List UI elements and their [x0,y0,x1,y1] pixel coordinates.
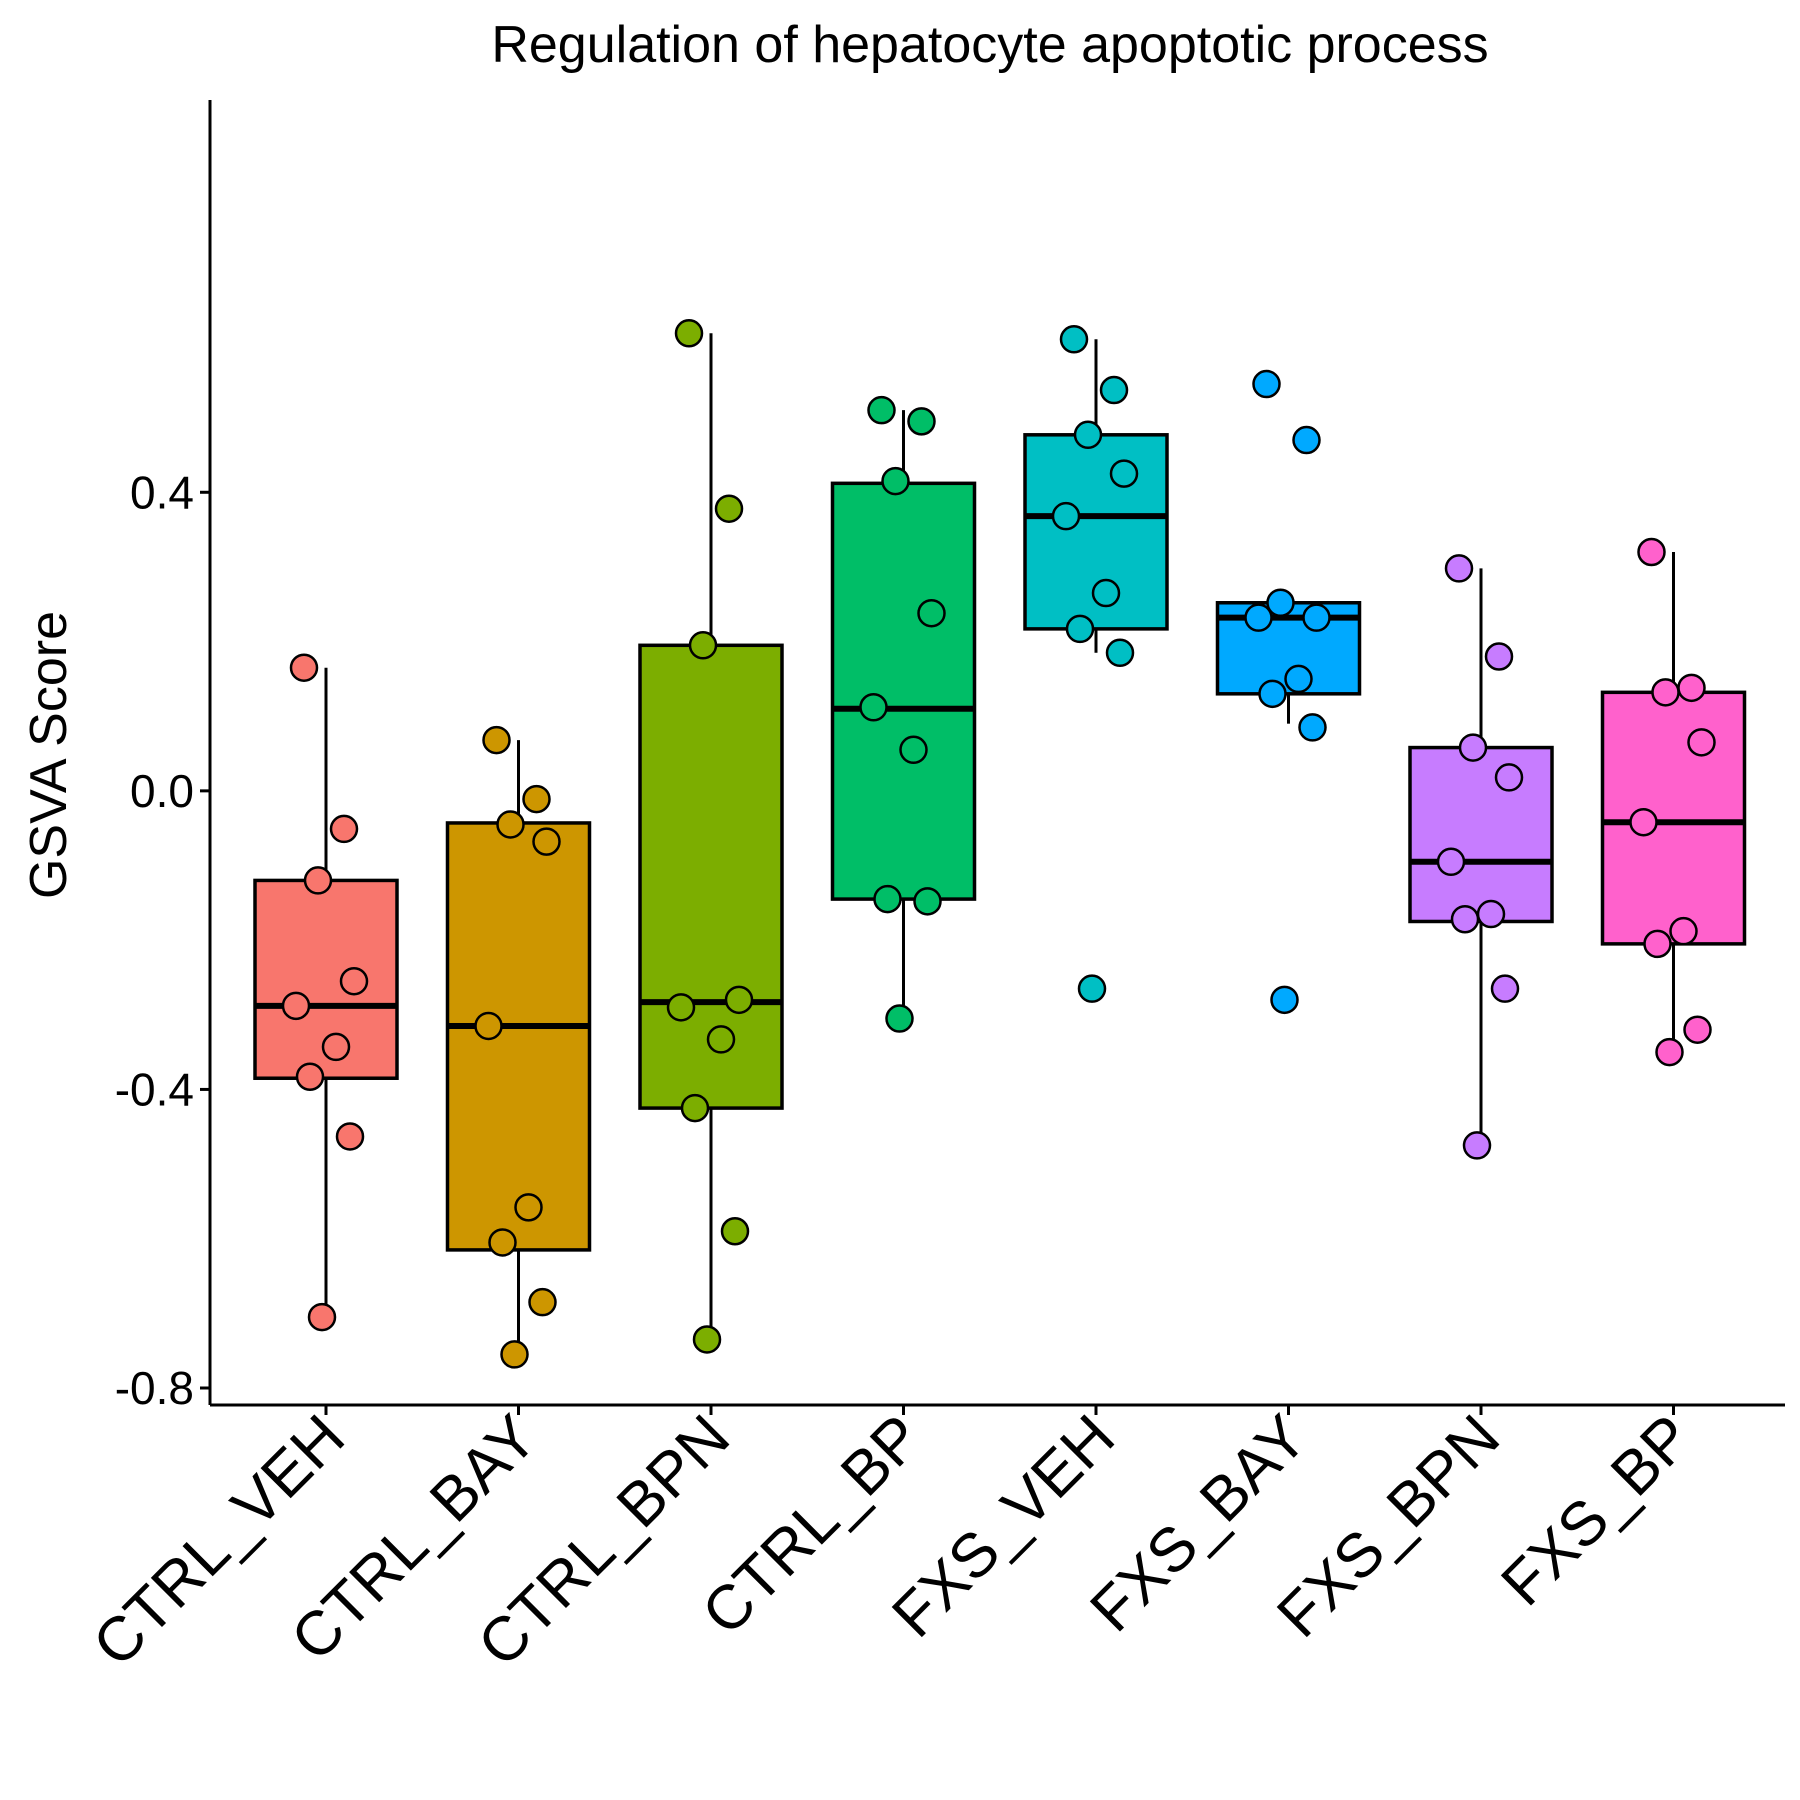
data-point [1444,554,1474,583]
box-group-fxs-bpn [1408,554,1554,1160]
data-point [1655,1037,1684,1067]
data-point [881,466,910,496]
data-point [1302,603,1331,632]
data-point [1091,578,1121,608]
data-point [1629,807,1658,837]
data-point [289,653,319,682]
data-point [1077,974,1107,1003]
data-point [724,985,754,1015]
chart-title: Regulation of hepatocyte apoptotic proce… [491,16,1488,74]
data-point [1494,763,1524,792]
data-point [1109,459,1139,488]
data-point [321,1032,351,1062]
data-point [500,1340,529,1369]
data-point [281,991,311,1021]
data-point [1458,733,1488,762]
data-point [295,1062,325,1091]
data-point [1270,985,1299,1015]
data-point [706,1025,736,1054]
data-point [514,1193,543,1222]
data-point [867,395,896,425]
data-point [528,1287,557,1317]
plot-area: -0.8-0.40.00.4CTRL_VEHCTRL_BAYCTRL_BPNCT… [80,100,1785,1680]
data-point [1677,673,1706,703]
data-point [1051,501,1081,531]
data-point [496,810,525,839]
box-group-fxs-bay [1215,369,1362,1015]
data-point [307,1302,337,1332]
data-point [1258,679,1287,709]
data-point [714,494,744,523]
data-point [917,598,946,628]
box [445,821,592,1252]
y-tick-label: 0.4 [130,466,194,518]
data-point [680,1093,710,1123]
data-point [1284,664,1313,694]
data-point [1683,1015,1712,1044]
box-group-ctrl-bpn [638,319,784,1354]
data-point [474,1011,503,1041]
data-point [303,866,333,895]
data-point [522,784,551,814]
y-tick-label: 0.0 [130,765,194,817]
data-point [873,884,902,914]
y-axis-title: GSVA Score [20,611,78,899]
box-group-ctrl-veh [253,653,399,1332]
data-point [488,1228,517,1257]
data-point [688,631,718,660]
data-point [1669,916,1698,946]
data-point [1059,325,1089,354]
data-point [1099,375,1129,405]
data-point [1490,974,1520,1003]
x-tick-label: FXS_BP [1488,1402,1705,1619]
box-group-ctrl-bay [445,725,592,1369]
data-point [1637,537,1666,567]
data-point [692,1325,722,1354]
data-point [1687,728,1716,757]
data-point [899,735,928,765]
data-point [1065,614,1095,644]
data-point [1462,1131,1492,1160]
data-point [1436,847,1466,877]
data-point [666,993,696,1022]
data-point [720,1217,750,1246]
data-point [1476,899,1506,929]
data-point [1298,713,1327,742]
data-point [913,887,942,916]
box [1600,690,1747,946]
data-point [1651,678,1680,707]
data-point [482,725,511,755]
box-group-fxs-bp [1600,537,1747,1067]
data-point [1292,425,1321,455]
data-point [1105,638,1135,668]
box [830,481,977,901]
data-point [885,1004,914,1033]
data-point [1266,588,1295,618]
box-group-fxs-veh [1023,325,1169,1003]
data-point [907,407,936,436]
data-point [674,319,704,348]
data-point [335,1122,365,1151]
y-tick-label: -0.4 [115,1063,194,1115]
data-point [859,693,888,722]
data-point [1643,929,1672,959]
data-point [339,966,369,996]
box [1408,745,1554,924]
data-point [1252,369,1281,399]
data-point [329,814,359,844]
data-point [1244,603,1273,632]
data-point [1484,642,1514,671]
data-point [1073,420,1103,450]
data-point [532,827,561,856]
y-tick-label: -0.8 [115,1362,194,1414]
box-group-ctrl-bp [830,395,977,1033]
data-point [1450,904,1480,934]
